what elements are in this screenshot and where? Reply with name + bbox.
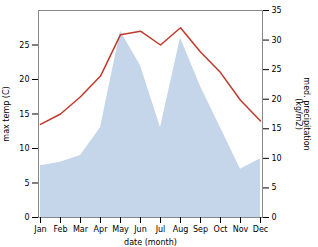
svg-text:0: 0 [272,213,277,222]
svg-text:Mar: Mar [73,225,89,234]
svg-text:20: 20 [272,95,282,104]
svg-text:Jun: Jun [133,225,147,234]
svg-text:15: 15 [19,110,29,119]
svg-text:5: 5 [272,183,277,192]
svg-text:Jul: Jul [155,225,166,234]
svg-text:10: 10 [19,144,29,153]
svg-text:med. precipitation(kg/m2): med. precipitation(kg/m2) [294,77,311,150]
svg-text:35: 35 [272,6,282,15]
svg-text:0: 0 [24,213,29,222]
svg-text:25: 25 [272,65,282,74]
svg-text:15: 15 [272,124,282,133]
svg-text:May: May [112,225,129,234]
svg-text:5: 5 [24,179,29,188]
svg-text:30: 30 [272,36,282,45]
svg-text:20: 20 [19,75,29,84]
svg-text:10: 10 [272,154,282,163]
svg-text:Oct: Oct [214,225,228,234]
svg-text:Sep: Sep [193,225,208,234]
svg-text:max temp (C): max temp (C) [2,86,11,141]
svg-text:date (month): date (month) [124,238,177,247]
svg-text:Dec: Dec [253,225,268,234]
svg-text:Nov: Nov [233,225,249,234]
svg-text:Apr: Apr [94,225,109,234]
svg-text:25: 25 [19,41,29,50]
svg-text:Feb: Feb [53,225,67,234]
svg-text:Jan: Jan [33,225,46,234]
svg-text:Aug: Aug [173,225,189,234]
